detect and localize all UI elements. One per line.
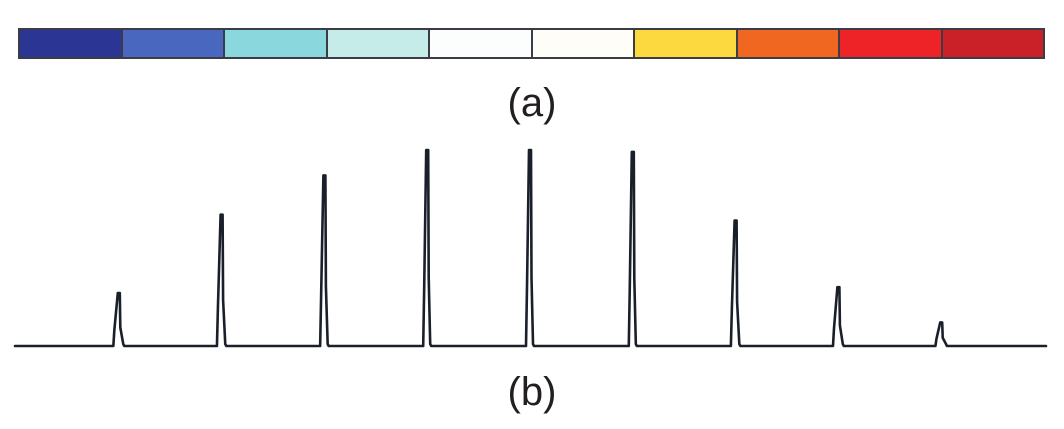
color-swatch-9 — [840, 30, 941, 57]
color-swatch-8 — [737, 30, 838, 57]
color-scale-bar — [18, 28, 1045, 59]
panel-label-a: (a) — [507, 81, 557, 125]
color-swatch-6 — [532, 30, 633, 57]
color-swatch-10 — [942, 30, 1043, 57]
color-swatch-3 — [225, 30, 326, 57]
color-swatch-4 — [327, 30, 428, 57]
color-swatch-5 — [430, 30, 531, 57]
signal-trace — [13, 148, 1048, 348]
color-swatch-2 — [122, 30, 223, 57]
panel-label-b: (b) — [507, 370, 557, 414]
color-swatch-7 — [635, 30, 736, 57]
color-swatch-1 — [20, 30, 121, 57]
